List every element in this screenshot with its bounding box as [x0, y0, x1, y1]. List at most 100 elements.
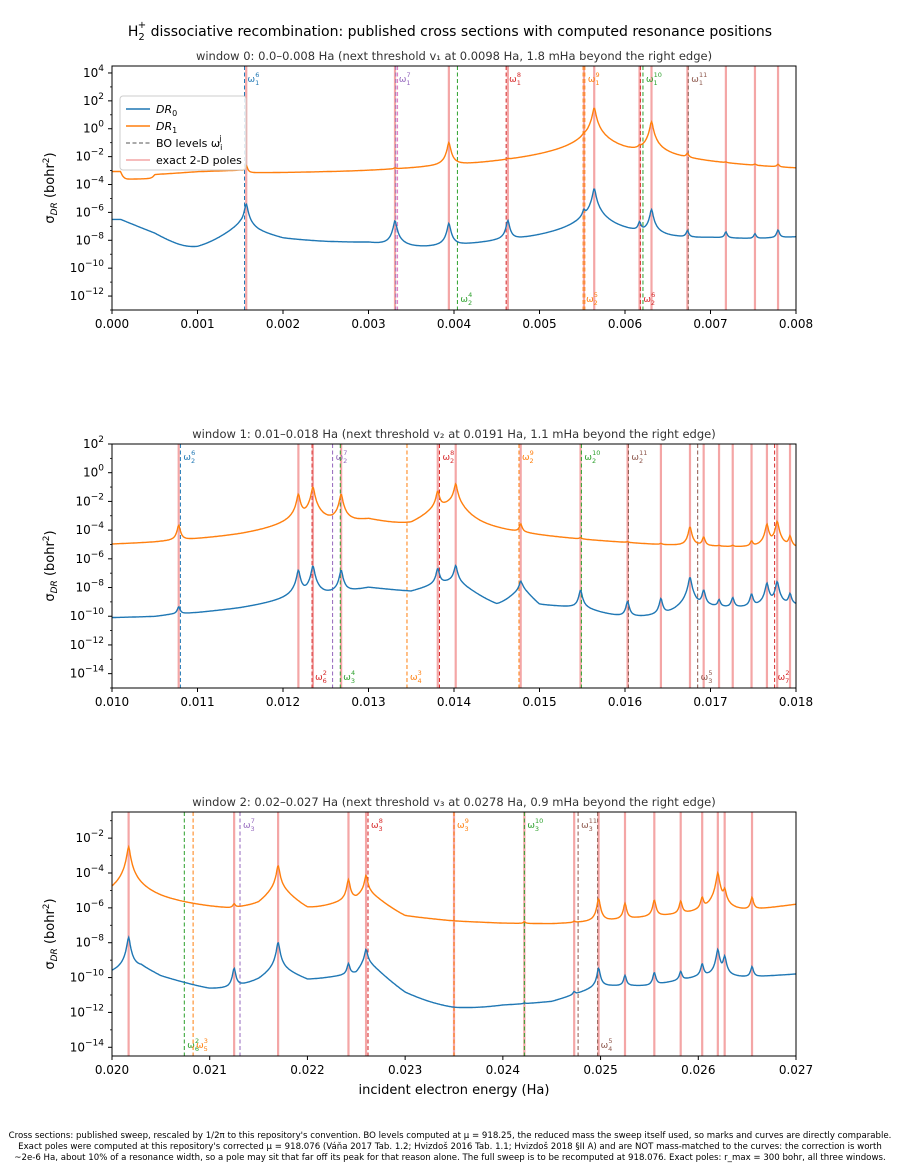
y-tick-label: 10−8 — [75, 934, 104, 950]
x-tick-label: 0.012 — [266, 695, 300, 709]
plot-area: ω26 ω62 ω27 ω34 ω43 ω28 ω29 ω210 ω211 ω35 ω72 — [112, 444, 796, 688]
bo-level-label: ω72 — [778, 669, 790, 685]
y-tick-label: 10−6 — [75, 899, 104, 915]
x-tick-label: 0.015 — [522, 695, 556, 709]
y-tick-label: 10−8 — [75, 231, 104, 247]
title-rest: dissociative recombination: published cr… — [146, 24, 772, 40]
figure-caption: Cross sections: published sweep, rescale… — [9, 1131, 892, 1163]
x-tick-label: 0.014 — [437, 695, 471, 709]
y-tick-label: 100 — [83, 464, 104, 480]
panel-subtitle: window 1: 0.01–0.018 Ha (next threshold … — [192, 427, 715, 441]
bo-level-label: ω18 — [509, 71, 521, 87]
bo-level-label: ω35 — [701, 669, 713, 685]
series-line-DR0 — [112, 564, 796, 619]
axes-frame — [111, 443, 797, 689]
bo-level-label: ω62 — [187, 1037, 199, 1053]
bo-level-label: ω19 — [588, 71, 600, 87]
x-tick-label: 0.010 — [95, 695, 129, 709]
bo-level-label: ω24 — [460, 291, 472, 307]
bo-level-label: ω17 — [399, 71, 411, 87]
caption-line: ~2e-6 Ha, about 10% of a resonance width… — [14, 1153, 885, 1163]
bo-level-label: ω28 — [442, 449, 454, 465]
legend-box — [119, 95, 247, 171]
x-tick-label: 0.017 — [693, 695, 727, 709]
y-tick-label: 10−10 — [70, 259, 105, 275]
legend-label: DR0 — [156, 103, 177, 118]
bo-level-label: ω311 — [581, 817, 597, 833]
y-axis-label: σDR (bohr2) — [42, 530, 60, 601]
bo-level-label: ω43 — [410, 669, 422, 685]
x-tick-label: 0.027 — [779, 1063, 813, 1077]
y-tick-label: 104 — [83, 64, 104, 80]
bo-level-label: ω53 — [196, 1037, 208, 1053]
bo-level-label: ω310 — [527, 817, 543, 833]
title-sup: + — [138, 20, 146, 31]
series-line-DR1 — [112, 844, 796, 925]
y-axis-label: σDR (bohr2) — [42, 898, 60, 969]
bo-level-label: ω211 — [631, 449, 647, 465]
series-line-DR1 — [112, 107, 796, 180]
y-tick-label: 10−4 — [75, 864, 104, 880]
y-tick-label: 10−4 — [75, 176, 104, 192]
y-tick-label: 10−2 — [75, 148, 104, 164]
y-tick-label: 10−12 — [70, 636, 104, 652]
y-tick-label: 10−2 — [75, 829, 104, 845]
figure-title: H2+ dissociative recombination: publishe… — [128, 20, 772, 43]
y-tick-label: 10−14 — [70, 1038, 105, 1054]
x-tick-label: 0.013 — [351, 695, 385, 709]
x-tick-label: 0.025 — [583, 1063, 617, 1077]
x-tick-label: 0.023 — [388, 1063, 422, 1077]
bo-level-label: ω16 — [248, 71, 260, 87]
legend-label: exact 2-D poles — [156, 154, 242, 167]
bo-level-label: ω210 — [584, 449, 600, 465]
title-sub: 2 — [138, 32, 144, 43]
bo-level-label: ω110 — [646, 71, 662, 87]
x-tick-label: 0.018 — [779, 695, 813, 709]
bo-level-label: ω26 — [643, 291, 655, 307]
y-tick-label: 10−12 — [70, 287, 104, 303]
x-tick-label: 0.007 — [693, 317, 727, 331]
x-tick-label: 0.006 — [608, 317, 642, 331]
bo-level-label: ω45 — [601, 1037, 613, 1053]
y-tick-label: 10−6 — [75, 550, 104, 566]
legend-label: DR1 — [156, 120, 177, 135]
bo-level-label: ω39 — [457, 817, 469, 833]
y-axis-label: σDR (bohr2) — [42, 152, 60, 223]
bo-level-label: ω111 — [691, 71, 707, 87]
y-tick-label: 10−12 — [70, 1003, 104, 1019]
bo-level-label: ω26 — [183, 449, 195, 465]
legend-label: BO levels ωij — [156, 134, 222, 152]
series-line-DR0 — [112, 935, 796, 1009]
x-tick-label: 0.002 — [266, 317, 300, 331]
y-tick-label: 10−2 — [75, 492, 104, 508]
x-tick-label: 0.024 — [486, 1063, 520, 1077]
x-tick-label: 0.026 — [681, 1063, 715, 1077]
bo-level-label: ω27 — [336, 449, 348, 465]
y-tick-label: 10−8 — [75, 579, 104, 595]
x-tick-label: 0.011 — [180, 695, 214, 709]
x-axis-label: incident electron energy (Ha) — [359, 1083, 550, 1098]
chart-panel-0: ω16 ω17 ω24 ω18 ω19 ω25 ω110 ω26 ω111 window 0: 0… — [42, 49, 813, 331]
y-tick-label: 100 — [83, 120, 104, 136]
series-line-DR0 — [112, 188, 796, 248]
title-h: H — [128, 24, 139, 40]
y-tick-label: 102 — [83, 435, 104, 451]
chart-panels: ω16 ω17 ω24 ω18 ω19 ω25 ω110 ω26 ω111 window 0: 0… — [42, 49, 813, 1098]
caption-line: Cross sections: published sweep, rescale… — [9, 1131, 892, 1141]
y-tick-label: 10−10 — [70, 969, 105, 985]
x-tick-label: 0.004 — [437, 317, 471, 331]
y-tick-label: 10−10 — [70, 607, 105, 623]
x-tick-label: 0.003 — [351, 317, 385, 331]
x-tick-label: 0.005 — [522, 317, 556, 331]
y-tick-label: 10−6 — [75, 203, 104, 219]
y-tick-label: 10−14 — [70, 665, 105, 681]
x-tick-label: 0.008 — [779, 317, 813, 331]
axes-frame — [111, 811, 797, 1057]
x-tick-label: 0.016 — [608, 695, 642, 709]
y-tick-label: 10−4 — [75, 521, 104, 537]
x-tick-label: 0.022 — [290, 1063, 324, 1077]
